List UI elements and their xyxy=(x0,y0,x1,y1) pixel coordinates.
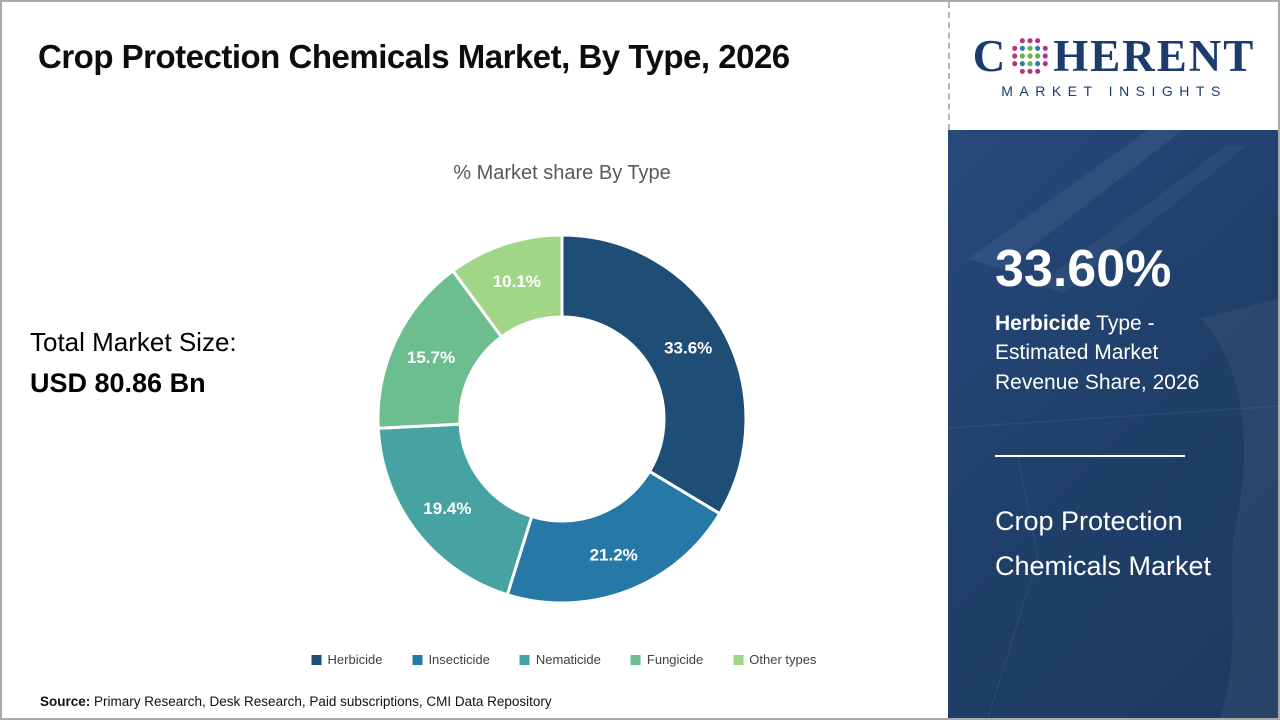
donut-slice-insecticide xyxy=(505,469,722,605)
legend-item-herbicide: Herbicide xyxy=(311,652,382,667)
company-logo: C HERENT MARKET INSIGHTS xyxy=(948,2,1278,130)
legend-item-fungicide: Fungicide xyxy=(630,652,703,667)
sidebar-divider xyxy=(995,455,1185,458)
legend-item-other-types: Other types xyxy=(733,652,816,667)
stat-desc-line1: Herbicide Type - xyxy=(995,311,1155,335)
legend-swatch-herbicide xyxy=(311,654,322,665)
logo-letter-c: C xyxy=(972,30,1008,81)
total-market-size-value: USD 80.86 Bn xyxy=(30,368,206,398)
legend-swatch-nematicide xyxy=(519,654,530,665)
highlight-stat-description: Herbicide Type - Estimated Market Revenu… xyxy=(995,309,1242,398)
slice-label-fungicide: 15.7% xyxy=(407,348,455,367)
legend-item-insecticide: Insecticide xyxy=(412,652,490,667)
donut-slice-herbicide xyxy=(560,233,748,516)
slice-label-herbicide: 33.6% xyxy=(664,339,712,358)
logo-wordmark: C HERENT xyxy=(972,30,1256,81)
source-attribution: Source: Primary Research, Desk Research,… xyxy=(40,694,552,709)
highlight-stat-value: 33.60% xyxy=(995,240,1172,298)
donut-slice-other-types xyxy=(451,233,564,339)
legend-swatch-other-types xyxy=(733,654,744,665)
slice-label-insecticide: 21.2% xyxy=(590,546,638,565)
highlight-sidebar: 33.60% Herbicide Type - Estimated Market… xyxy=(948,130,1278,718)
slice-label-other-types: 10.1% xyxy=(493,272,541,291)
stat-desc-line3: Revenue Share, 2026 xyxy=(995,370,1200,394)
map-background-decoration xyxy=(948,130,1278,718)
legend-swatch-fungicide xyxy=(630,654,641,665)
donut-chart: 33.6% 21.2% 19.4% 15.7% 10.1% xyxy=(372,229,752,609)
chart-title: % Market share By Type xyxy=(453,162,671,184)
logo-letters-herent: HERENT xyxy=(1053,30,1256,81)
legend-item-nematicide: Nematicide xyxy=(519,652,601,667)
donut-slice-nematicide xyxy=(376,422,534,597)
legend-swatch-insecticide xyxy=(412,654,423,665)
total-market-size-block: Total Market Size: USD 80.86 Bn xyxy=(30,327,237,399)
dotted-globe-icon xyxy=(1012,38,1049,74)
page-title: Crop Protection Chemicals Market, By Typ… xyxy=(38,38,790,75)
stat-desc-line2: Estimated Market xyxy=(995,341,1159,365)
total-market-size-label: Total Market Size: xyxy=(30,327,237,357)
donut-slice-fungicide xyxy=(376,269,504,430)
logo-subtitle: MARKET INSIGHTS xyxy=(1001,82,1227,99)
chart-legend: Herbicide Insecticide Nematicide Fungici… xyxy=(311,652,816,667)
slice-label-nematicide: 19.4% xyxy=(423,499,471,518)
market-name: Crop Protection Chemicals Market xyxy=(995,506,1212,582)
